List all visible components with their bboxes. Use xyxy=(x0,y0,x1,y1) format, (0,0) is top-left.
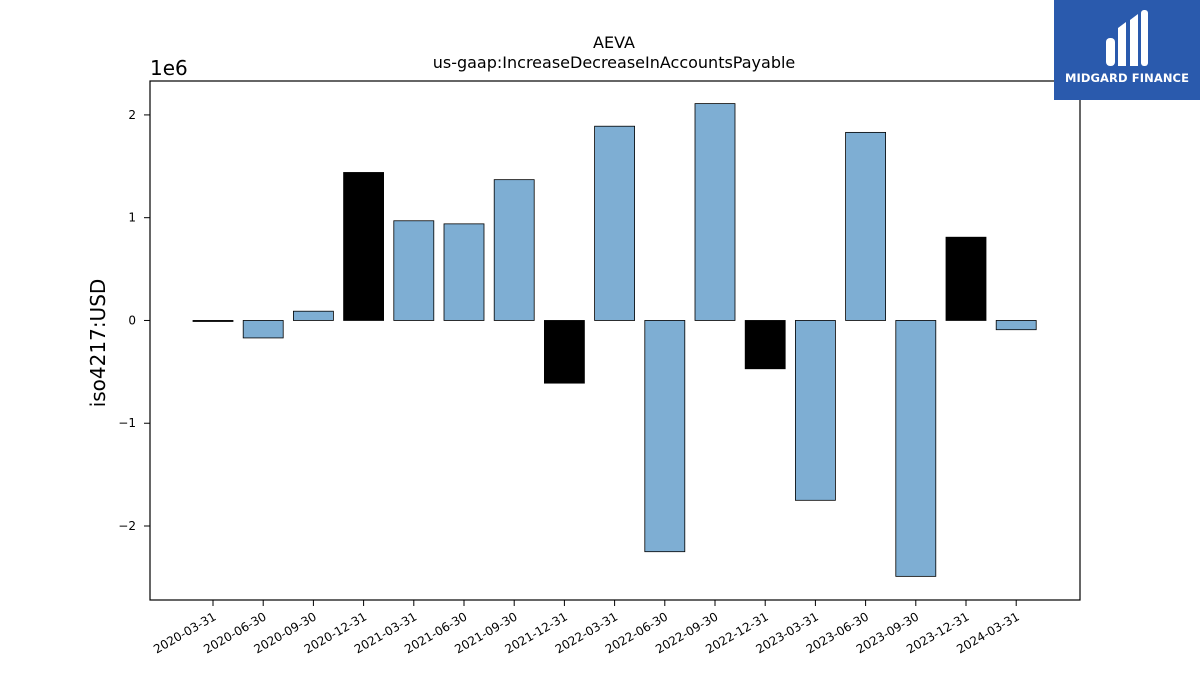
bar-2020-06-30 xyxy=(242,320,284,339)
bar-2023-09-30 xyxy=(895,320,937,577)
logo-mark-icon xyxy=(1106,10,1148,66)
y-axis-label: iso4217:USD xyxy=(86,279,110,408)
chart-title: AEVA xyxy=(593,33,635,52)
bar-2023-12-31 xyxy=(945,236,987,321)
bar-2021-03-31 xyxy=(393,220,435,321)
bar-2021-09-30 xyxy=(493,179,535,321)
y-tick-label: −1 xyxy=(118,416,136,430)
bars-layer xyxy=(192,103,1037,577)
bar-2024-03-31 xyxy=(995,320,1037,331)
y-axis: −2 −1 0 1 2 xyxy=(118,108,150,533)
logo-text: MIDGARD FINANCE xyxy=(1064,71,1190,85)
bar-2022-12-31 xyxy=(744,320,786,370)
y-tick-label: 0 xyxy=(128,313,136,327)
bar-2023-03-31 xyxy=(795,320,836,501)
bar-2020-12-31 xyxy=(343,172,385,321)
midgard-finance-logo: MIDGARD FINANCE xyxy=(1054,0,1200,100)
y-tick-label: 2 xyxy=(128,108,136,122)
chart-subtitle: us-gaap:IncreaseDecreaseInAccountsPayabl… xyxy=(433,53,796,72)
plot-frame xyxy=(149,80,1081,601)
x-axis: 2020-03-312020-06-302020-09-302020-12-31… xyxy=(151,600,1022,656)
bar-2022-09-30 xyxy=(694,103,736,321)
bar-2022-03-31 xyxy=(594,125,635,321)
bar-2022-06-30 xyxy=(644,320,686,553)
y-scale-label: 1e6 xyxy=(150,56,188,80)
y-tick-label: 1 xyxy=(128,211,136,225)
bar-2021-12-31 xyxy=(544,320,585,384)
bar-2020-03-31 xyxy=(192,320,234,322)
bar-2023-06-30 xyxy=(845,131,886,321)
y-tick-label: −2 xyxy=(118,519,136,533)
bar-2020-09-30 xyxy=(292,310,334,321)
bar-2021-06-30 xyxy=(443,223,485,321)
